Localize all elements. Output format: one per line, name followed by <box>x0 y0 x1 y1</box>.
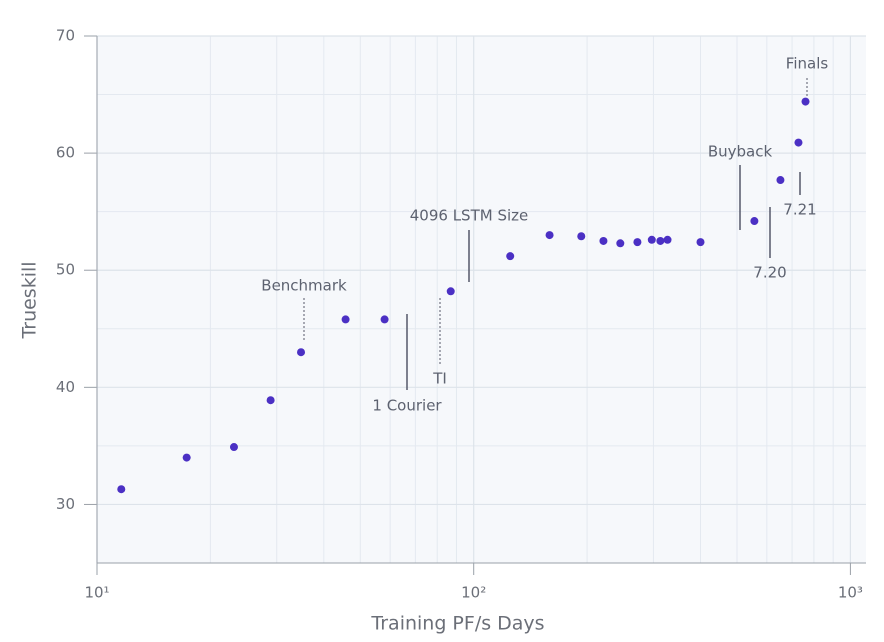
point <box>656 236 665 245</box>
point <box>545 231 554 240</box>
point <box>696 238 705 247</box>
point <box>446 287 455 296</box>
point <box>341 315 350 324</box>
x-tick-label: 10³ <box>838 584 863 602</box>
point <box>229 443 238 452</box>
point <box>182 453 191 462</box>
point <box>750 217 759 226</box>
point <box>266 396 275 405</box>
x-tick-label: 10² <box>461 584 486 602</box>
point <box>633 238 642 247</box>
annotation: Benchmark <box>261 277 347 295</box>
y-tick-label: 30 <box>56 495 75 513</box>
point <box>801 97 810 106</box>
point <box>506 252 515 261</box>
point <box>577 232 586 241</box>
point <box>117 485 126 494</box>
y-tick-label: 50 <box>56 261 75 279</box>
annotation: Buyback <box>708 143 773 161</box>
annotation: 1 Courier <box>372 397 442 415</box>
point <box>663 235 672 244</box>
plot-area <box>97 36 866 563</box>
point <box>616 239 625 248</box>
annotation: 4096 LSTM Size <box>410 207 528 225</box>
y-tick-label: 40 <box>56 378 75 396</box>
annotation: Finals <box>786 55 829 73</box>
y-tick-label: 70 <box>56 27 75 45</box>
y-axis-title: Trueskill <box>19 261 41 339</box>
point <box>776 176 785 185</box>
x-tick-label: 10¹ <box>84 584 109 602</box>
point <box>599 236 608 245</box>
point <box>297 348 306 357</box>
annotation: 7.21 <box>783 201 816 219</box>
point <box>794 138 803 147</box>
point <box>380 315 389 324</box>
x-axis-title: Training PF/s Days <box>370 613 544 635</box>
y-tick-label: 60 <box>56 144 75 162</box>
annotation: TI <box>432 370 447 388</box>
point <box>647 235 656 244</box>
annotation: 7.20 <box>753 264 786 282</box>
